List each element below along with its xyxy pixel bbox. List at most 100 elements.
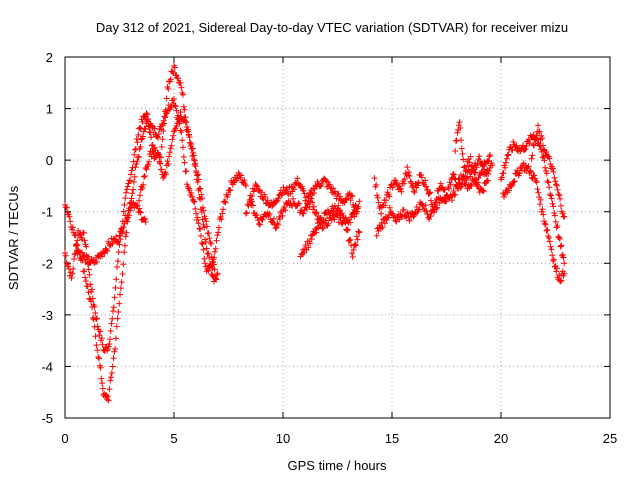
data-point xyxy=(113,233,120,240)
data-point xyxy=(137,209,144,216)
data-point xyxy=(160,127,167,134)
data-point xyxy=(99,380,106,387)
data-point xyxy=(181,159,188,166)
data-point xyxy=(181,114,188,121)
data-point xyxy=(104,396,111,403)
data-point xyxy=(503,155,510,162)
data-point xyxy=(163,171,170,178)
data-point xyxy=(243,209,250,216)
data-point xyxy=(200,246,207,253)
data-point xyxy=(141,215,148,222)
data-point xyxy=(177,109,184,116)
data-point xyxy=(543,170,550,177)
data-point xyxy=(166,149,173,156)
data-point xyxy=(480,187,487,194)
data-point xyxy=(532,177,539,184)
data-point xyxy=(189,152,196,159)
data-point xyxy=(550,203,557,210)
data-point xyxy=(117,236,124,243)
data-point xyxy=(114,263,121,270)
data-point xyxy=(540,211,547,218)
data-point xyxy=(95,354,102,361)
data-point xyxy=(173,107,180,114)
data-point xyxy=(242,210,249,217)
data-point xyxy=(304,193,311,200)
data-point xyxy=(478,168,485,175)
data-point xyxy=(194,214,201,221)
data-point xyxy=(331,216,338,223)
data-point xyxy=(165,85,172,92)
data-point xyxy=(539,135,546,142)
data-point xyxy=(120,224,127,231)
data-point xyxy=(344,227,351,234)
data-point xyxy=(105,397,112,404)
data-point xyxy=(374,194,381,201)
data-point xyxy=(310,189,317,196)
data-point xyxy=(165,160,172,167)
data-point xyxy=(215,224,222,231)
data-point xyxy=(553,224,560,231)
data-point xyxy=(98,335,105,342)
data-point xyxy=(511,178,518,185)
data-point xyxy=(187,142,194,149)
data-point xyxy=(136,205,143,212)
data-point xyxy=(338,210,345,217)
data-point xyxy=(398,188,405,195)
data-point xyxy=(171,64,178,71)
data-point xyxy=(143,110,150,117)
data-point xyxy=(373,232,380,239)
data-point xyxy=(106,386,113,393)
data-point xyxy=(459,150,466,157)
data-point xyxy=(227,187,234,194)
data-point xyxy=(121,249,128,256)
data-point xyxy=(72,232,79,239)
data-point xyxy=(434,204,441,211)
data-point xyxy=(215,229,222,236)
data-point xyxy=(352,241,359,248)
data-point xyxy=(221,198,228,205)
data-point xyxy=(124,183,131,190)
data-point xyxy=(500,170,507,177)
data-point xyxy=(145,161,152,168)
data-point xyxy=(354,236,361,243)
data-point xyxy=(191,198,198,205)
data-point xyxy=(202,260,209,267)
data-point xyxy=(132,146,139,153)
data-point xyxy=(325,220,332,227)
data-point xyxy=(448,197,455,204)
data-point xyxy=(509,181,516,188)
data-point xyxy=(120,261,127,268)
data-point xyxy=(328,217,335,224)
data-point xyxy=(63,204,70,211)
data-point xyxy=(107,377,114,384)
data-point xyxy=(92,310,99,317)
data-point xyxy=(144,163,151,170)
data-point xyxy=(89,304,96,311)
data-point xyxy=(206,254,213,261)
data-point xyxy=(173,123,180,130)
data-point xyxy=(208,240,215,247)
data-point xyxy=(509,147,516,154)
data-point xyxy=(166,153,173,160)
data-point xyxy=(88,286,95,293)
data-point xyxy=(170,132,177,139)
data-point xyxy=(115,249,122,256)
data-point xyxy=(147,129,154,136)
data-point xyxy=(162,114,169,121)
data-point xyxy=(67,218,74,225)
data-point xyxy=(136,208,143,215)
data-point xyxy=(300,187,307,194)
data-point xyxy=(66,213,73,220)
data-point xyxy=(290,186,297,193)
data-point xyxy=(551,209,558,216)
data-point xyxy=(116,300,123,307)
data-point xyxy=(180,103,187,110)
data-point xyxy=(122,195,129,202)
data-point xyxy=(551,174,558,181)
data-point xyxy=(265,212,272,219)
y-tick-label: 2 xyxy=(46,50,53,65)
data-point xyxy=(197,233,204,240)
data-point xyxy=(406,217,413,224)
data-point xyxy=(443,198,450,205)
data-point xyxy=(342,214,349,221)
